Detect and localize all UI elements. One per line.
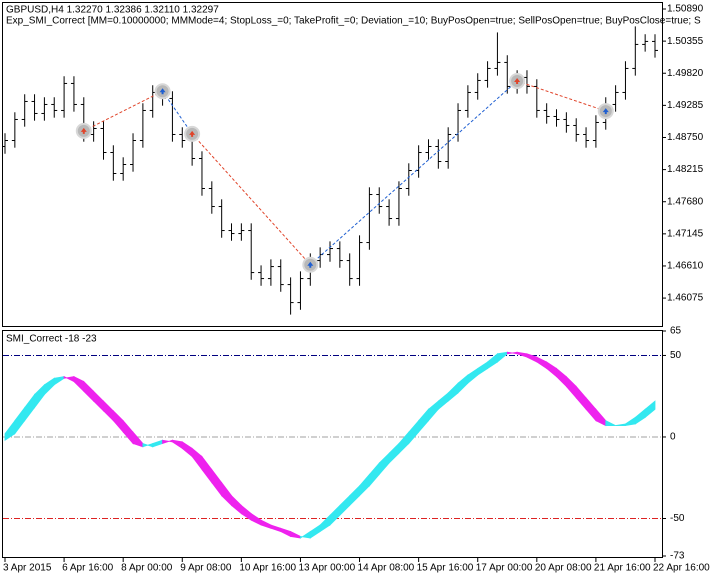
y-tick-label: 1.49285 (667, 100, 704, 111)
trade-arrow (80, 127, 87, 134)
chart-subtitle: Exp_SMI_Correct [MM=0.10000000; MMMode=4… (6, 16, 701, 27)
y-tick-label: -73 (670, 551, 685, 562)
trade-arrow (159, 88, 166, 95)
trade-arrow (189, 130, 196, 137)
x-tick-label: 3 Apr 2015 (3, 563, 52, 574)
x-tick-label: 13 Apr 00:00 (298, 563, 355, 574)
y-tick-label: 1.48215 (667, 164, 704, 175)
x-tick-label: 15 Apr 16:00 (417, 563, 474, 574)
chart-title: GBPUSD,H4 1.32270 1.32386 1.32110 1.3229… (6, 5, 219, 16)
x-tick-label: 10 Apr 16:00 (239, 563, 296, 574)
y-tick-label: 1.46075 (667, 293, 704, 304)
y-tick-label: 65 (670, 326, 682, 337)
trade-line (516, 80, 606, 112)
y-tick-label: 1.47680 (667, 196, 704, 207)
band-segment (605, 420, 616, 426)
x-tick-label: 17 Apr 00:00 (476, 563, 533, 574)
x-tick-label: 22 Apr 16:00 (653, 563, 710, 574)
y-tick-label: 1.48750 (667, 132, 704, 143)
indicator-title: SMI_Correct -18 -23 (6, 334, 97, 345)
y-tick-label: 1.49820 (667, 68, 704, 79)
trade-arrow (307, 261, 314, 268)
y-tick-label: 50 (670, 350, 682, 361)
x-tick-label: 6 Apr 16:00 (62, 563, 114, 574)
x-tick-label: 21 Apr 16:00 (594, 563, 651, 574)
x-tick-label: 8 Apr 00:00 (121, 563, 173, 574)
y-tick-label: -50 (670, 513, 685, 524)
band-segment (644, 400, 656, 419)
y-tick-label: 1.50355 (667, 36, 704, 47)
x-tick-label: 9 Apr 08:00 (180, 563, 232, 574)
trade-arrow (514, 78, 521, 85)
trade-line (309, 80, 518, 266)
x-tick-label: 20 Apr 08:00 (535, 563, 592, 574)
x-tick-label: 14 Apr 08:00 (358, 563, 415, 574)
price-frame (2, 2, 663, 327)
trade-line (191, 133, 311, 266)
indicator-frame (2, 330, 663, 558)
y-tick-label: 1.46610 (667, 261, 704, 272)
trade-arrow (602, 108, 609, 115)
y-tick-label: 1.47145 (667, 228, 704, 239)
y-tick-label: 1.50890 (667, 4, 704, 15)
trade-line (162, 90, 193, 135)
y-tick-label: 0 (670, 432, 676, 443)
